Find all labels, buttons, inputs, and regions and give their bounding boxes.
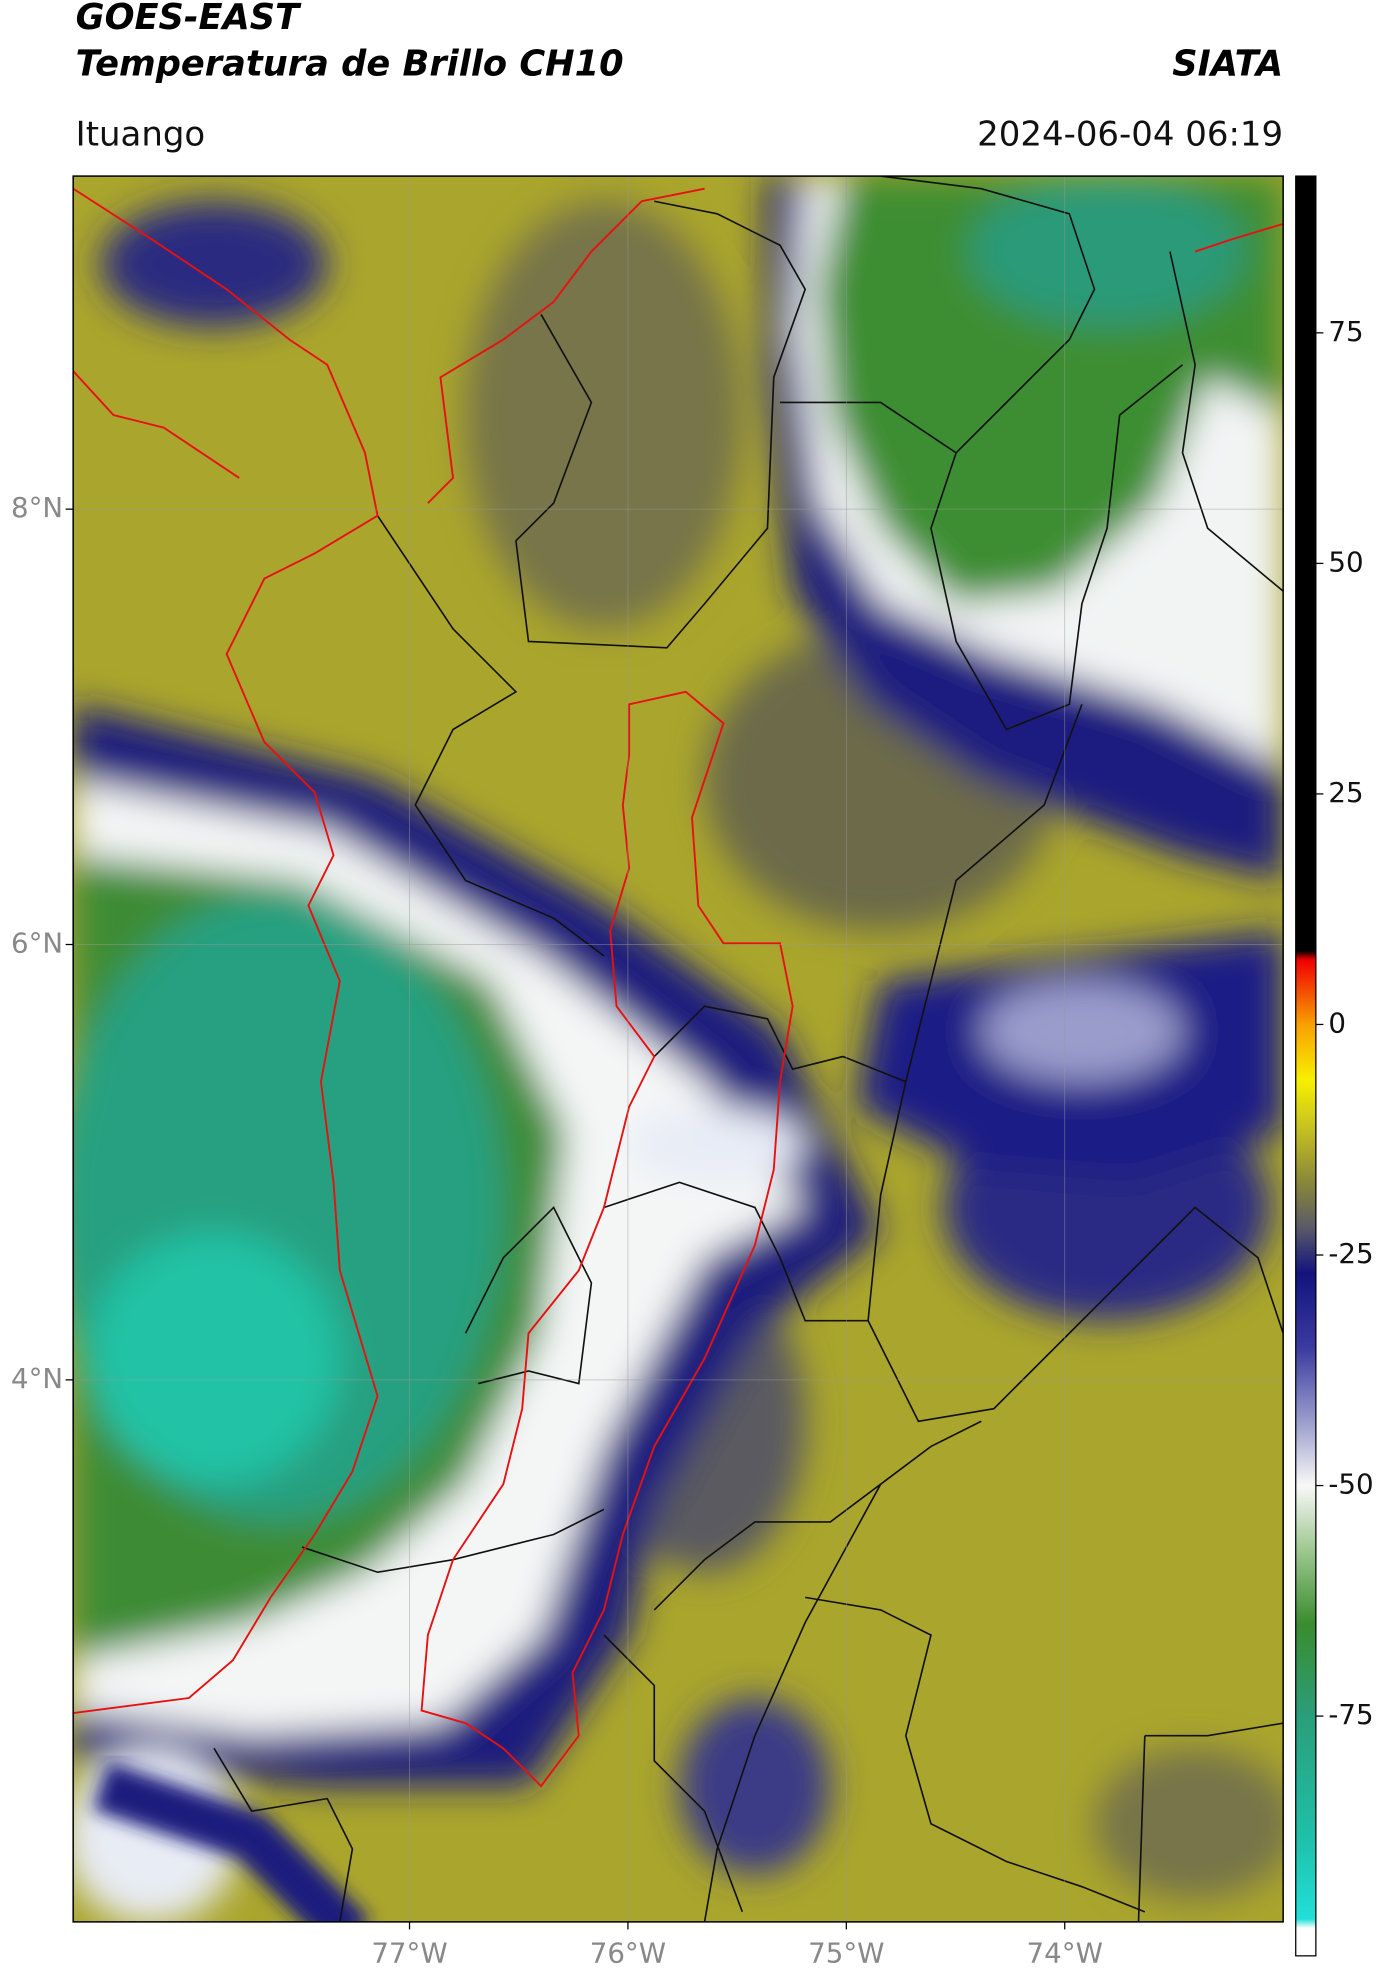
y-tick-label: 8°N [11,491,63,524]
grid [73,176,1284,1922]
location: Ituango [76,114,206,154]
colorbar [1295,175,1317,1957]
colorbar-tick-label: 75 [1328,315,1363,348]
colorbar-tick-label: 0 [1328,1006,1346,1039]
colorbar-tick-label: -25 [1328,1237,1373,1270]
colorbar-tick-label: 50 [1328,545,1363,578]
plot-frame [72,175,1284,1923]
satellite-image [73,176,1284,1922]
subtitle: Temperatura de Brillo CH10 [76,43,624,84]
x-tick-label: 75°W [808,1937,884,1970]
datetime: 2024-06-04 06:19 [977,114,1283,154]
title: GOES-EAST [76,0,302,38]
y-tick-label: 4°N [11,1362,63,1395]
colorbar-tick-label: 25 [1328,776,1363,809]
x-tick-label: 76°W [590,1937,666,1970]
y-tick-label: 6°N [11,927,63,960]
colorbar-tick-label: -50 [1328,1468,1373,1501]
colorbar-tick-label: -75 [1328,1698,1373,1731]
x-tick-label: 77°W [371,1937,447,1970]
source: SIATA [1172,43,1283,84]
x-tick-label: 74°W [1027,1937,1103,1970]
